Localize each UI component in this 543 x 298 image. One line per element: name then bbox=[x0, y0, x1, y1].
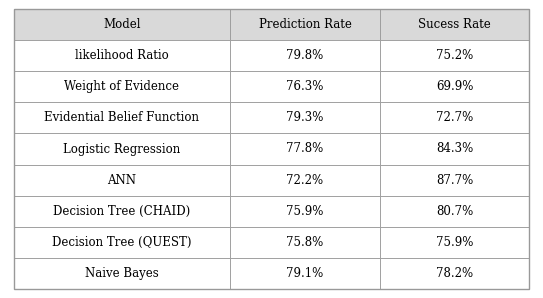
Text: 78.2%: 78.2% bbox=[436, 267, 473, 280]
Text: 79.1%: 79.1% bbox=[286, 267, 324, 280]
Bar bbox=[380, 40, 529, 71]
Bar bbox=[380, 196, 529, 227]
Text: 72.7%: 72.7% bbox=[436, 111, 473, 124]
Text: 75.2%: 75.2% bbox=[436, 49, 473, 62]
Bar bbox=[14, 40, 230, 71]
Bar bbox=[14, 9, 230, 40]
Bar bbox=[14, 227, 230, 258]
Text: Logistic Regression: Logistic Regression bbox=[64, 142, 180, 156]
Text: likelihood Ratio: likelihood Ratio bbox=[75, 49, 169, 62]
Bar bbox=[14, 196, 230, 227]
Text: Sucess Rate: Sucess Rate bbox=[418, 18, 491, 31]
Text: Evidential Belief Function: Evidential Belief Function bbox=[45, 111, 199, 124]
Bar bbox=[14, 134, 230, 164]
Text: 79.3%: 79.3% bbox=[286, 111, 324, 124]
Bar bbox=[230, 9, 380, 40]
Bar bbox=[14, 71, 230, 102]
Bar bbox=[230, 71, 380, 102]
Text: Naive Bayes: Naive Bayes bbox=[85, 267, 159, 280]
Text: ANN: ANN bbox=[108, 174, 136, 187]
Bar bbox=[14, 164, 230, 196]
Bar bbox=[230, 227, 380, 258]
Text: 75.9%: 75.9% bbox=[436, 236, 473, 249]
Bar bbox=[14, 102, 230, 134]
Text: Decision Tree (CHAID): Decision Tree (CHAID) bbox=[53, 205, 191, 218]
Text: 80.7%: 80.7% bbox=[436, 205, 473, 218]
Bar bbox=[14, 258, 230, 289]
Bar bbox=[230, 40, 380, 71]
Text: 76.3%: 76.3% bbox=[286, 80, 324, 93]
Bar bbox=[380, 227, 529, 258]
Bar bbox=[230, 102, 380, 134]
Bar bbox=[380, 164, 529, 196]
Text: Prediction Rate: Prediction Rate bbox=[258, 18, 351, 31]
Bar bbox=[380, 71, 529, 102]
Text: 75.8%: 75.8% bbox=[286, 236, 324, 249]
Bar bbox=[230, 164, 380, 196]
Text: 79.8%: 79.8% bbox=[286, 49, 324, 62]
Bar bbox=[380, 9, 529, 40]
Bar bbox=[230, 134, 380, 164]
Text: Weight of Evidence: Weight of Evidence bbox=[65, 80, 179, 93]
Bar bbox=[380, 258, 529, 289]
Text: Decision Tree (QUEST): Decision Tree (QUEST) bbox=[52, 236, 192, 249]
Text: Model: Model bbox=[103, 18, 141, 31]
Text: 72.2%: 72.2% bbox=[287, 174, 324, 187]
Text: 87.7%: 87.7% bbox=[436, 174, 473, 187]
Text: 84.3%: 84.3% bbox=[436, 142, 473, 156]
Text: 69.9%: 69.9% bbox=[436, 80, 473, 93]
Bar bbox=[380, 102, 529, 134]
Bar bbox=[380, 134, 529, 164]
Text: 77.8%: 77.8% bbox=[286, 142, 324, 156]
Bar bbox=[230, 196, 380, 227]
Bar bbox=[230, 258, 380, 289]
Text: 75.9%: 75.9% bbox=[286, 205, 324, 218]
